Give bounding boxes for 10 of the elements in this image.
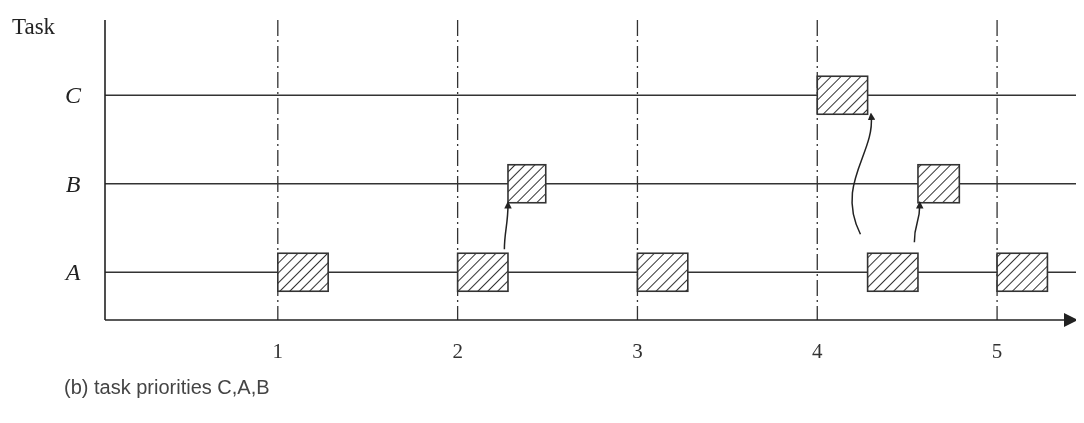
y-tick-label: B: [65, 170, 81, 197]
x-tick-label: 3: [632, 339, 643, 363]
x-tick-label: 5: [991, 339, 1003, 363]
y-axis-title: Task: [12, 14, 56, 39]
y-tick-label: A: [63, 259, 81, 286]
x-tick-label: 2: [452, 339, 463, 363]
x-tick-label: 1: [272, 339, 284, 363]
y-tick-label: C: [64, 82, 82, 109]
text: (b) task priorities C,A,B: [64, 376, 270, 398]
x-tick-label: 4: [812, 339, 824, 363]
